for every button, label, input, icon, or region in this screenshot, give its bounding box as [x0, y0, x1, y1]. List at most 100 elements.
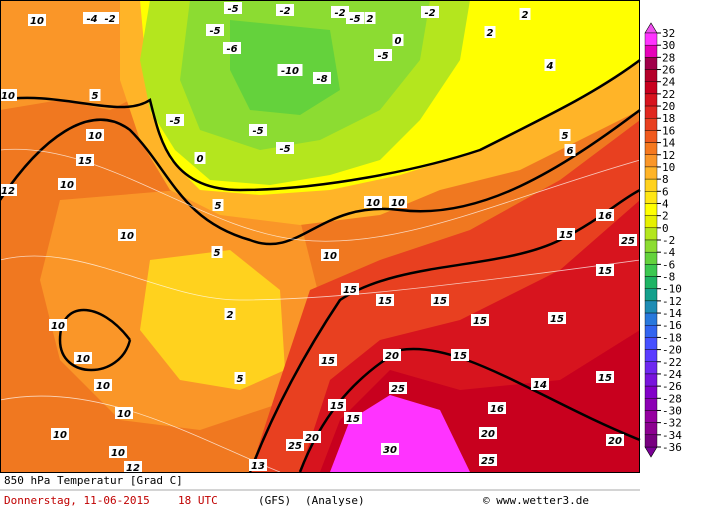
contour-label: 16 [490, 404, 504, 415]
contour-label: 5 [215, 201, 222, 212]
contour-label: 12 [1, 186, 15, 197]
contour-label-box [224, 2, 242, 14]
contour-label-box [276, 142, 294, 154]
contour-label: -5 [169, 116, 180, 127]
contour-label-box [49, 319, 67, 331]
contour-label-box [234, 372, 246, 384]
colorbar-cell [644, 44, 658, 58]
contour-label-box [374, 49, 392, 61]
colorbar-label: -26 [662, 380, 682, 393]
contour-label: 0 [395, 36, 402, 47]
colorbar-cell [644, 203, 658, 216]
contour-label: 5 [237, 374, 244, 385]
colorbar-label: 4 [662, 197, 669, 210]
contour-label-box [341, 283, 359, 295]
contour-label: 10 [30, 16, 44, 27]
contour-label: -8 [316, 74, 327, 85]
contour-label-box [596, 371, 614, 383]
colorbar-cell [644, 325, 658, 338]
contour-label-box [421, 6, 439, 18]
contour-label: 10 [117, 409, 131, 420]
contour-label-box [331, 6, 349, 18]
colorbar-cell [644, 57, 658, 70]
contour-label: 30 [383, 445, 397, 456]
map-frame [0, 0, 640, 473]
contour-label: 15 [453, 351, 467, 362]
colorbar-label: 18 [662, 112, 675, 125]
contour-label: 10 [323, 251, 337, 262]
contour-label-box [389, 382, 407, 394]
contour-label-box [559, 129, 571, 141]
contour-label-box [94, 379, 112, 391]
contour-label-box [303, 431, 321, 443]
contour-label: 15 [343, 285, 357, 296]
contour-label-box [28, 14, 46, 26]
contour-label: 20 [305, 433, 319, 444]
contour-label-box [606, 434, 624, 446]
contour-label-box [58, 178, 76, 190]
contour-label-box [313, 72, 331, 84]
colorbar-cell [644, 337, 658, 350]
contour-label: -10 [281, 66, 299, 77]
colorbar-label: 26 [662, 64, 675, 77]
contour-label: 10 [1, 91, 15, 102]
contour-label: 10 [60, 180, 74, 191]
colorbar-label: 6 [662, 185, 669, 198]
contour-label-box [194, 152, 206, 164]
isotherm [298, 347, 641, 473]
contour-label-box [249, 459, 267, 471]
colorbar-label: -2 [662, 234, 675, 247]
colorbar-cell [644, 227, 658, 241]
contour-label-box [346, 12, 364, 24]
contour-label-box [479, 454, 497, 466]
contour-label: 0 [197, 154, 204, 165]
contour-label: 15 [598, 266, 612, 277]
contour-label-box [381, 443, 399, 455]
colorbar-cell [644, 178, 658, 192]
contour-label: 10 [96, 381, 110, 392]
colorbar-label: -14 [662, 307, 682, 320]
contour-label: 2 [367, 14, 374, 25]
contour-label: 10 [76, 354, 90, 365]
contour-label-box [0, 89, 17, 101]
contour-label-box [83, 12, 101, 24]
colorbar-cell [644, 264, 658, 277]
contour-label: 12 [126, 463, 140, 474]
colorbar-label: -24 [662, 368, 682, 381]
colorbar-cell [644, 276, 658, 289]
colorbar-label: 2 [662, 210, 669, 223]
contour-label-box [286, 439, 304, 451]
colorbar-label: -18 [662, 331, 682, 344]
footer-source: © www.wetter3.de [483, 494, 589, 507]
isotherm-fine [0, 148, 641, 242]
colorbar-cell [644, 215, 658, 229]
contour-label-box [488, 402, 506, 414]
colorbar-cell [644, 251, 658, 265]
contour-label: 15 [78, 156, 92, 167]
contour-label: 5 [92, 91, 99, 102]
contour-label-box [619, 234, 637, 246]
contour-label-box [389, 196, 407, 208]
contour-label-box [392, 34, 404, 46]
contour-label-box [124, 461, 142, 473]
contour-label: 2 [487, 28, 494, 39]
contour-label-box [531, 378, 549, 390]
colorbar-label: 22 [662, 88, 675, 101]
contour-label: 15 [346, 414, 360, 425]
colorbar-cell [644, 410, 658, 423]
contour-label-box [118, 229, 136, 241]
contour-label-box [564, 144, 576, 156]
colorbar-cell [644, 32, 658, 46]
contour-label: 16 [598, 211, 612, 222]
contour-label: 25 [621, 236, 635, 247]
contour-label-box [224, 308, 236, 320]
contour-label: 15 [433, 296, 447, 307]
colorbar: 32302826242220181614121086420-2-4-6-8-10… [644, 22, 682, 458]
contour-label: 15 [473, 316, 487, 327]
contour-label-box [76, 154, 94, 166]
colorbar-label: -6 [662, 258, 675, 271]
colorbar-cell [644, 142, 658, 155]
colorbar-cell [644, 130, 658, 143]
colorbar-label: -20 [662, 344, 682, 357]
